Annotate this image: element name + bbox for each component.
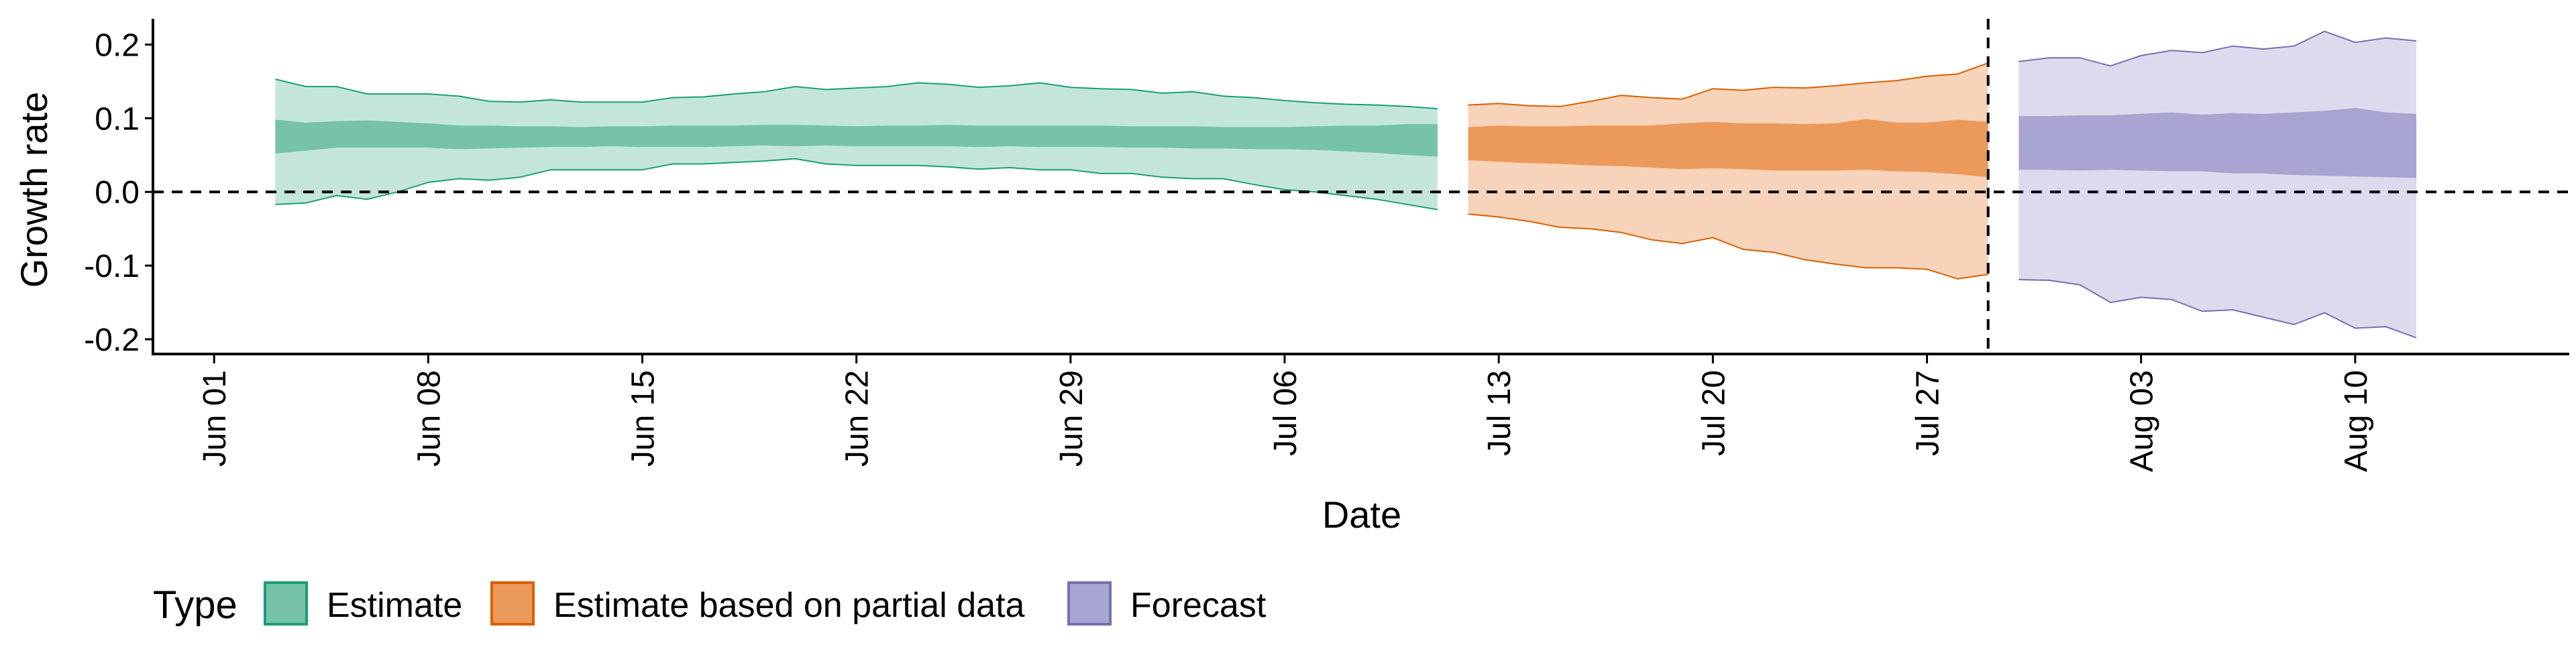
x-tick-label: Jul 06 [1268,370,1303,456]
legend-key [264,581,308,626]
legend-entry-2: Forecast [1067,581,1267,626]
y-tick-label: -0.1 [84,249,140,284]
series-1-inner-band [1468,119,1988,178]
series-2-inner-band [2019,108,2416,178]
series-0-outer-upper-edge [275,78,1438,110]
legend-entry-1: Estimate based on partial data [490,581,1025,626]
legend-label: Estimate [327,586,462,625]
series-2-outer-upper-edge [2019,30,2417,67]
reference-lines [153,19,2569,354]
x-tick-label: Jun 15 [626,370,661,467]
x-ticks: Jun 01 Jun 08 Jun 15 Jun 22 Jun 29 Jul 06 Jul … [197,354,2374,472]
legend-title: Type [153,583,237,627]
x-tick-label: Jul 20 [1696,370,1731,456]
legend-entries: Estimate Estimate based on partial data Fo… [264,581,1267,626]
y-tick-label: -0.2 [84,322,140,358]
series-2 [2019,30,2417,339]
series-1-outer-upper-edge [1468,62,1989,107]
y-axis-title: Growth rate [13,92,55,288]
x-tick-label: Jul 27 [1911,370,1946,456]
y-tick-label: 0.1 [95,101,140,137]
series-1 [1468,62,1989,280]
legend-key [490,581,535,626]
x-tick-label: Aug 03 [2125,370,2160,472]
series-1-outer-band [1468,62,1988,279]
x-tick-label: Jun 08 [411,370,447,467]
x-axis-title: Date [1322,493,1401,536]
legend: Type Estimate Estimate based on partial d… [153,581,1267,627]
series-2-outer-lower-edge [2019,279,2417,339]
series-0-inner-band [275,119,1438,157]
x-tick-label: Aug 10 [2339,370,2374,472]
band-layer [275,30,2417,339]
y-tick-label: 0.0 [95,175,140,211]
legend-key [1067,581,1112,626]
series-0 [275,78,1438,211]
x-tick-label: Jun 22 [840,370,875,467]
axes: 0.20.10.0-0.1-0.2 Jun 01 Jun 08 Jun 15 Jun … [84,19,2569,472]
x-tick-label: Jul 13 [1482,370,1517,456]
series-1-outer-lower-edge [1468,213,1988,280]
legend-label: Forecast [1130,586,1267,625]
x-tick-label: Jun 29 [1054,370,1089,467]
legend-label: Estimate based on partial data [553,586,1025,625]
series-2-outer-band [2019,31,2416,338]
y-ticks: 0.2 0.1 0.0 -0.1 -0.2 [84,27,153,358]
series-0-outer-lower-edge [275,158,1438,211]
y-tick-label: 0.2 [95,27,140,63]
legend-entry-0: Estimate [264,581,462,626]
x-tick-label: Jun 01 [197,370,233,467]
